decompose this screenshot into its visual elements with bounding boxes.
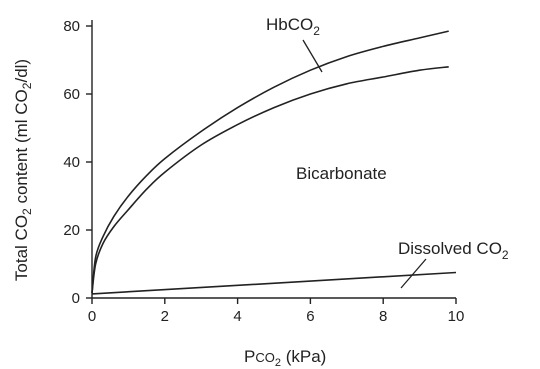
ticks: 0 2 4 6 8 10 0 20 40 60 80 [63, 18, 464, 325]
y-tick-label: 20 [63, 222, 80, 239]
y-tick-label: 60 [63, 86, 80, 103]
x-tick-label: 8 [379, 308, 387, 325]
x-tick-label: 6 [306, 308, 314, 325]
y-tick-label: 0 [72, 290, 80, 307]
leader-hbco2 [302, 39, 323, 73]
curves [91, 30, 457, 295]
x-axis-label: PCO2 (kPa) [244, 347, 326, 369]
axes [91, 20, 456, 299]
x-tick-label: 4 [233, 308, 241, 325]
leader-dissolved [400, 258, 427, 289]
x-tick-label: 2 [161, 308, 169, 325]
y-axis-label: Total CO2 content (ml CO2/dl) [12, 59, 34, 281]
series-line-lower [91, 66, 449, 293]
annotation-bicarbonate: Bicarbonate [296, 164, 387, 183]
x-tick-label: 0 [88, 308, 96, 325]
y-tick-label: 40 [63, 154, 80, 171]
y-tick-label: 80 [63, 18, 80, 35]
annotation-leaders [302, 39, 427, 289]
series-line-upper [91, 30, 449, 293]
x-tick-label: 10 [448, 308, 465, 325]
annotation-dissolved-co2: Dissolved CO2 [398, 239, 509, 262]
annotation-hbco2: HbCO2 [266, 15, 320, 38]
series-line-dissolved [91, 271, 457, 295]
